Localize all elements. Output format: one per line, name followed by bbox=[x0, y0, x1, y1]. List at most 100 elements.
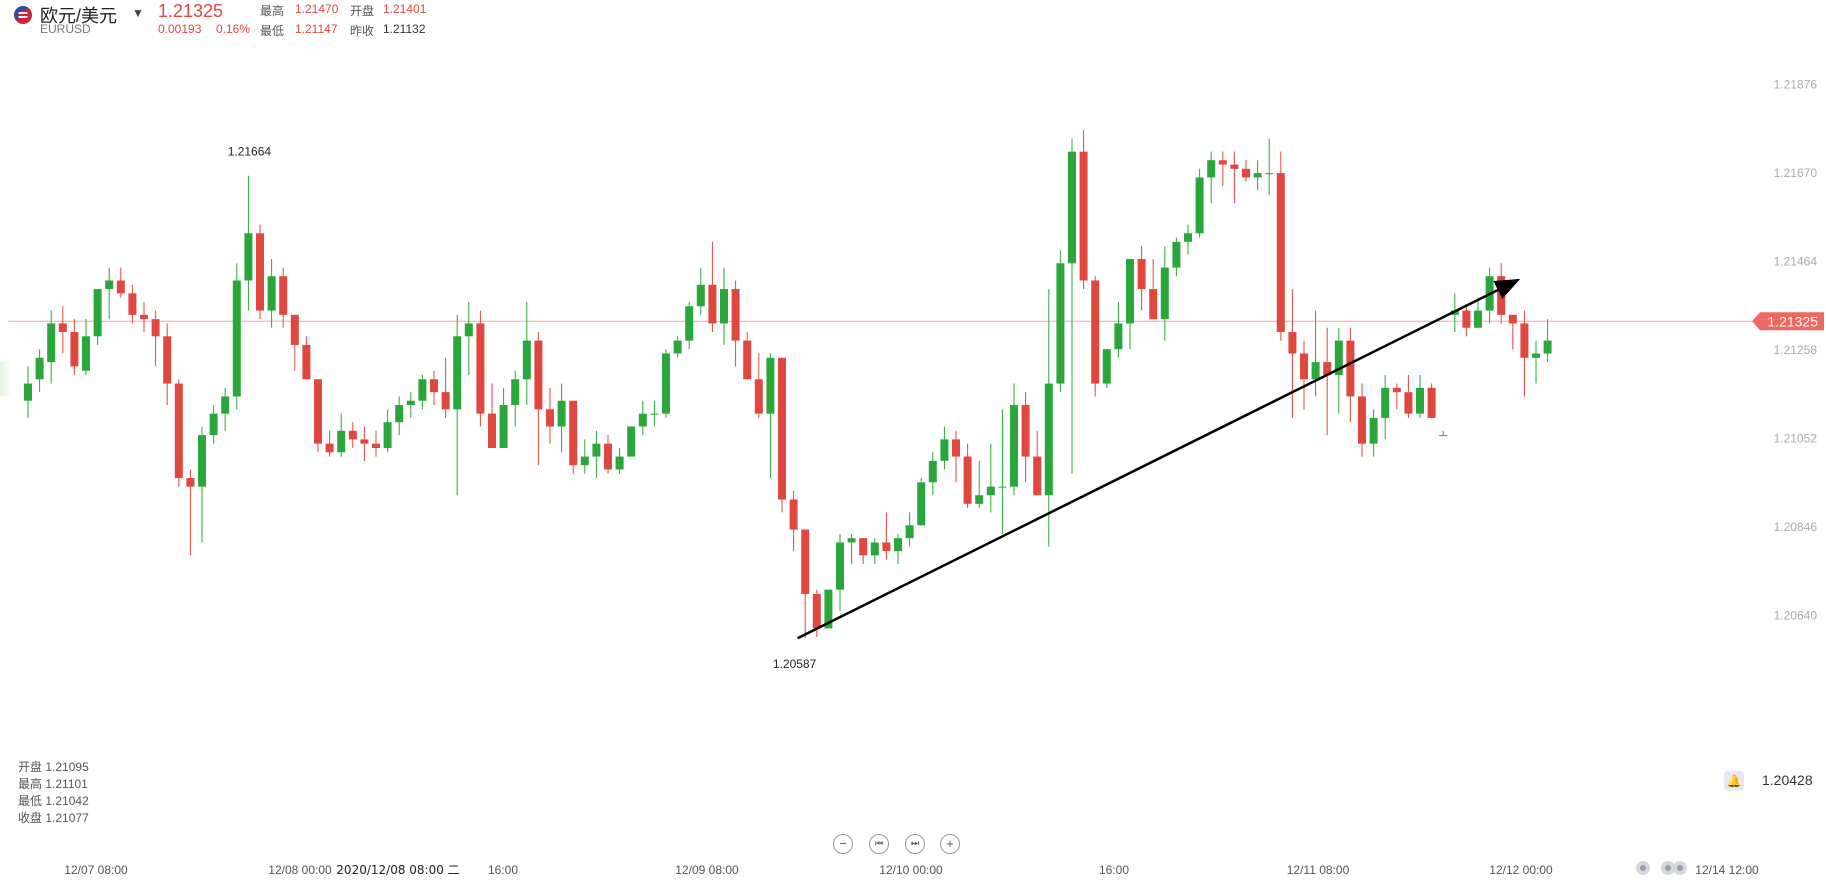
candle[interactable] bbox=[1276, 151, 1285, 341]
candle[interactable] bbox=[963, 443, 972, 509]
candle[interactable] bbox=[209, 405, 218, 444]
candle[interactable] bbox=[1358, 383, 1366, 457]
candle[interactable] bbox=[140, 301, 148, 333]
candle[interactable] bbox=[1114, 301, 1123, 358]
candle[interactable] bbox=[870, 538, 879, 564]
candle[interactable] bbox=[847, 533, 856, 564]
candle[interactable] bbox=[24, 366, 32, 418]
candle[interactable] bbox=[720, 267, 728, 345]
candle[interactable] bbox=[708, 241, 717, 333]
candle[interactable] bbox=[662, 349, 670, 418]
candle[interactable] bbox=[488, 383, 496, 448]
candle[interactable] bbox=[1044, 289, 1053, 547]
candle[interactable] bbox=[511, 370, 520, 427]
candle[interactable] bbox=[1439, 430, 1448, 437]
candle[interactable] bbox=[1242, 160, 1250, 182]
candle[interactable] bbox=[801, 529, 810, 639]
candle[interactable] bbox=[1462, 306, 1471, 337]
candle[interactable] bbox=[244, 175, 253, 311]
candle[interactable] bbox=[1137, 246, 1146, 311]
candle[interactable] bbox=[754, 353, 763, 418]
candle[interactable] bbox=[1381, 374, 1390, 440]
candle[interactable] bbox=[928, 452, 937, 496]
candle[interactable] bbox=[940, 426, 949, 470]
candle[interactable] bbox=[1068, 138, 1076, 474]
dropdown-caret-icon[interactable]: ▼ bbox=[132, 6, 144, 20]
zoom-in-button[interactable]: + bbox=[940, 834, 960, 854]
candle[interactable] bbox=[789, 490, 798, 552]
candle[interactable] bbox=[1056, 250, 1065, 393]
candle[interactable] bbox=[93, 289, 102, 345]
candle[interactable] bbox=[198, 426, 206, 543]
candle[interactable] bbox=[302, 336, 311, 380]
trendline[interactable] bbox=[797, 278, 1521, 640]
candle[interactable] bbox=[673, 336, 682, 358]
candle[interactable] bbox=[894, 533, 902, 564]
candle[interactable] bbox=[128, 284, 137, 324]
candle[interactable] bbox=[174, 379, 183, 487]
candle[interactable] bbox=[731, 280, 740, 367]
candle[interactable] bbox=[395, 396, 404, 436]
candle[interactable] bbox=[1532, 340, 1540, 384]
candle[interactable] bbox=[1253, 160, 1262, 191]
candle[interactable] bbox=[360, 426, 369, 461]
candle[interactable] bbox=[1369, 409, 1378, 457]
candle[interactable] bbox=[453, 314, 462, 496]
candle[interactable] bbox=[569, 400, 578, 474]
candle[interactable] bbox=[47, 310, 56, 384]
candle[interactable] bbox=[256, 224, 264, 320]
candle[interactable] bbox=[476, 310, 485, 427]
candle[interactable] bbox=[836, 533, 844, 612]
candle[interactable] bbox=[325, 430, 334, 457]
candle[interactable] bbox=[1474, 297, 1482, 328]
bell-icon[interactable]: 🔔 bbox=[1724, 771, 1744, 791]
candle[interactable] bbox=[1195, 168, 1204, 238]
candle[interactable] bbox=[1021, 392, 1030, 483]
candle[interactable] bbox=[1311, 310, 1320, 397]
candle[interactable] bbox=[232, 263, 241, 410]
candle[interactable] bbox=[917, 478, 926, 526]
candle[interactable] bbox=[1102, 349, 1111, 388]
candle[interactable] bbox=[1497, 263, 1506, 324]
candle[interactable] bbox=[1543, 319, 1552, 363]
zoom-out-button[interactable]: − bbox=[833, 834, 853, 854]
candle[interactable] bbox=[685, 301, 694, 350]
candle[interactable] bbox=[743, 332, 752, 380]
candle[interactable] bbox=[441, 357, 450, 418]
candle[interactable] bbox=[1392, 383, 1401, 410]
candle[interactable] bbox=[1404, 374, 1413, 418]
indicator-dot-icon[interactable] bbox=[1673, 861, 1687, 875]
candle[interactable] bbox=[998, 409, 1007, 534]
candle[interactable] bbox=[290, 314, 299, 371]
candle[interactable] bbox=[859, 538, 868, 564]
candle[interactable] bbox=[1010, 383, 1018, 496]
scroll-start-button[interactable]: ⏮ bbox=[869, 834, 889, 854]
candle[interactable] bbox=[905, 512, 914, 547]
candle[interactable] bbox=[557, 383, 566, 453]
candle[interactable] bbox=[534, 332, 543, 466]
candle[interactable] bbox=[70, 319, 79, 375]
candle[interactable] bbox=[1207, 151, 1216, 204]
candle[interactable] bbox=[1323, 327, 1332, 436]
candle[interactable] bbox=[499, 387, 508, 448]
candle[interactable] bbox=[1300, 340, 1308, 410]
candle[interactable] bbox=[383, 409, 392, 453]
candle[interactable] bbox=[1508, 314, 1517, 350]
candle[interactable] bbox=[1218, 151, 1227, 187]
candle[interactable] bbox=[952, 430, 960, 483]
candle[interactable] bbox=[267, 259, 276, 328]
candle[interactable] bbox=[58, 306, 67, 354]
candle[interactable] bbox=[1149, 259, 1158, 320]
candle[interactable] bbox=[1520, 310, 1529, 397]
candle[interactable] bbox=[1265, 138, 1274, 195]
instrument-title[interactable]: 欧元/美元 bbox=[40, 6, 118, 26]
candle[interactable] bbox=[975, 460, 984, 509]
candle[interactable] bbox=[186, 469, 195, 556]
candle[interactable] bbox=[348, 422, 357, 448]
candle[interactable] bbox=[35, 349, 44, 393]
candle[interactable] bbox=[766, 353, 775, 479]
candle[interactable] bbox=[638, 400, 647, 436]
candle[interactable] bbox=[986, 443, 995, 513]
scroll-end-button[interactable]: ⏭ bbox=[905, 834, 925, 854]
candle[interactable] bbox=[696, 267, 705, 315]
